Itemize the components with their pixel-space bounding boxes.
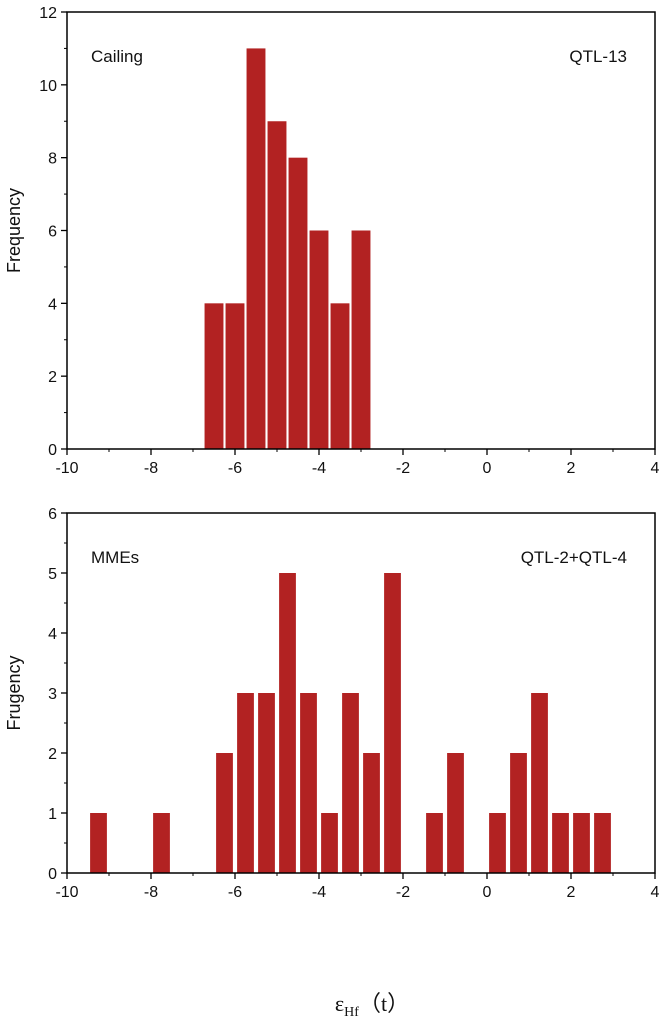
y-axis-label: Frequency bbox=[4, 188, 24, 273]
x-axis-label: εHf（t） bbox=[335, 991, 409, 1020]
bar bbox=[489, 813, 506, 873]
x-axis-label-subscript: Hf bbox=[344, 1005, 359, 1020]
y-tick-label: 4 bbox=[48, 296, 57, 313]
bar bbox=[279, 573, 296, 873]
bar bbox=[309, 230, 329, 449]
x-tick-label: -8 bbox=[144, 460, 158, 477]
x-tick-label: -6 bbox=[228, 460, 242, 477]
x-tick-label: -8 bbox=[144, 884, 158, 901]
x-tick-label: 0 bbox=[483, 884, 492, 901]
sample-label: QTL-13 bbox=[569, 47, 627, 66]
x-tick-label: -10 bbox=[55, 460, 78, 477]
x-tick-label: -4 bbox=[312, 460, 326, 477]
y-tick-label: 0 bbox=[48, 866, 57, 883]
y-axis-label: Frugency bbox=[4, 655, 24, 730]
bar bbox=[288, 157, 308, 450]
top-panel: -10 -8 -6 -4 -2 0 2 4 0 2 4 6 8 10 12 Frequency Cailing Q… bbox=[4, 5, 660, 477]
panel-label: Cailing bbox=[91, 47, 143, 66]
bar bbox=[225, 303, 245, 449]
y-tick-label: 4 bbox=[48, 626, 57, 643]
y-tick-label: 6 bbox=[48, 224, 57, 241]
bar bbox=[300, 693, 317, 873]
bar bbox=[447, 753, 464, 873]
x-tick-label: 4 bbox=[651, 460, 660, 477]
y-tick-label: 12 bbox=[39, 5, 57, 22]
bar bbox=[552, 813, 569, 873]
y-tick-label: 6 bbox=[48, 506, 57, 523]
x-tick-label: 0 bbox=[483, 460, 492, 477]
panel-label: MMEs bbox=[91, 548, 139, 567]
y-tick-label: 1 bbox=[48, 806, 57, 823]
bar bbox=[321, 813, 338, 873]
bar bbox=[267, 121, 287, 449]
bar bbox=[258, 693, 275, 873]
bar bbox=[330, 303, 350, 449]
y-tick-label: 10 bbox=[39, 78, 57, 95]
y-tick-label: 2 bbox=[48, 746, 57, 763]
x-tick-label: 4 bbox=[651, 884, 660, 901]
y-tick-label: 8 bbox=[48, 151, 57, 168]
bar bbox=[246, 48, 266, 450]
bar bbox=[342, 693, 359, 873]
bar bbox=[204, 303, 224, 449]
bar bbox=[90, 813, 107, 873]
x-axis-label-main: ε bbox=[335, 991, 344, 1016]
x-tick-label: -10 bbox=[55, 884, 78, 901]
y-tick-label: 3 bbox=[48, 686, 57, 703]
bottom-panel: -10 -8 -6 -4 -2 0 2 4 0 1 2 3 4 5 6 Frugency MMEs QTL-2+Q… bbox=[4, 506, 660, 901]
x-tick-label: 2 bbox=[567, 460, 576, 477]
x-tick-label: 2 bbox=[567, 884, 576, 901]
bar bbox=[531, 693, 548, 873]
bar bbox=[426, 813, 443, 873]
y-tick-label: 2 bbox=[48, 369, 57, 386]
bar bbox=[216, 753, 233, 873]
bar bbox=[237, 693, 254, 873]
sample-label: QTL-2+QTL-4 bbox=[521, 548, 627, 567]
x-tick-label: -2 bbox=[396, 460, 410, 477]
x-tick-label: -4 bbox=[312, 884, 326, 901]
y-tick-label: 0 bbox=[48, 442, 57, 459]
bar bbox=[573, 813, 590, 873]
x-tick-label: -2 bbox=[396, 884, 410, 901]
bar bbox=[351, 230, 371, 449]
bar bbox=[153, 813, 170, 873]
bar bbox=[363, 753, 380, 873]
x-tick-label: -6 bbox=[228, 884, 242, 901]
y-tick-label: 5 bbox=[48, 566, 57, 583]
x-axis-label-suffix: （t） bbox=[359, 991, 409, 1016]
bar bbox=[510, 753, 527, 873]
bar bbox=[384, 573, 401, 873]
bar bbox=[594, 813, 611, 873]
